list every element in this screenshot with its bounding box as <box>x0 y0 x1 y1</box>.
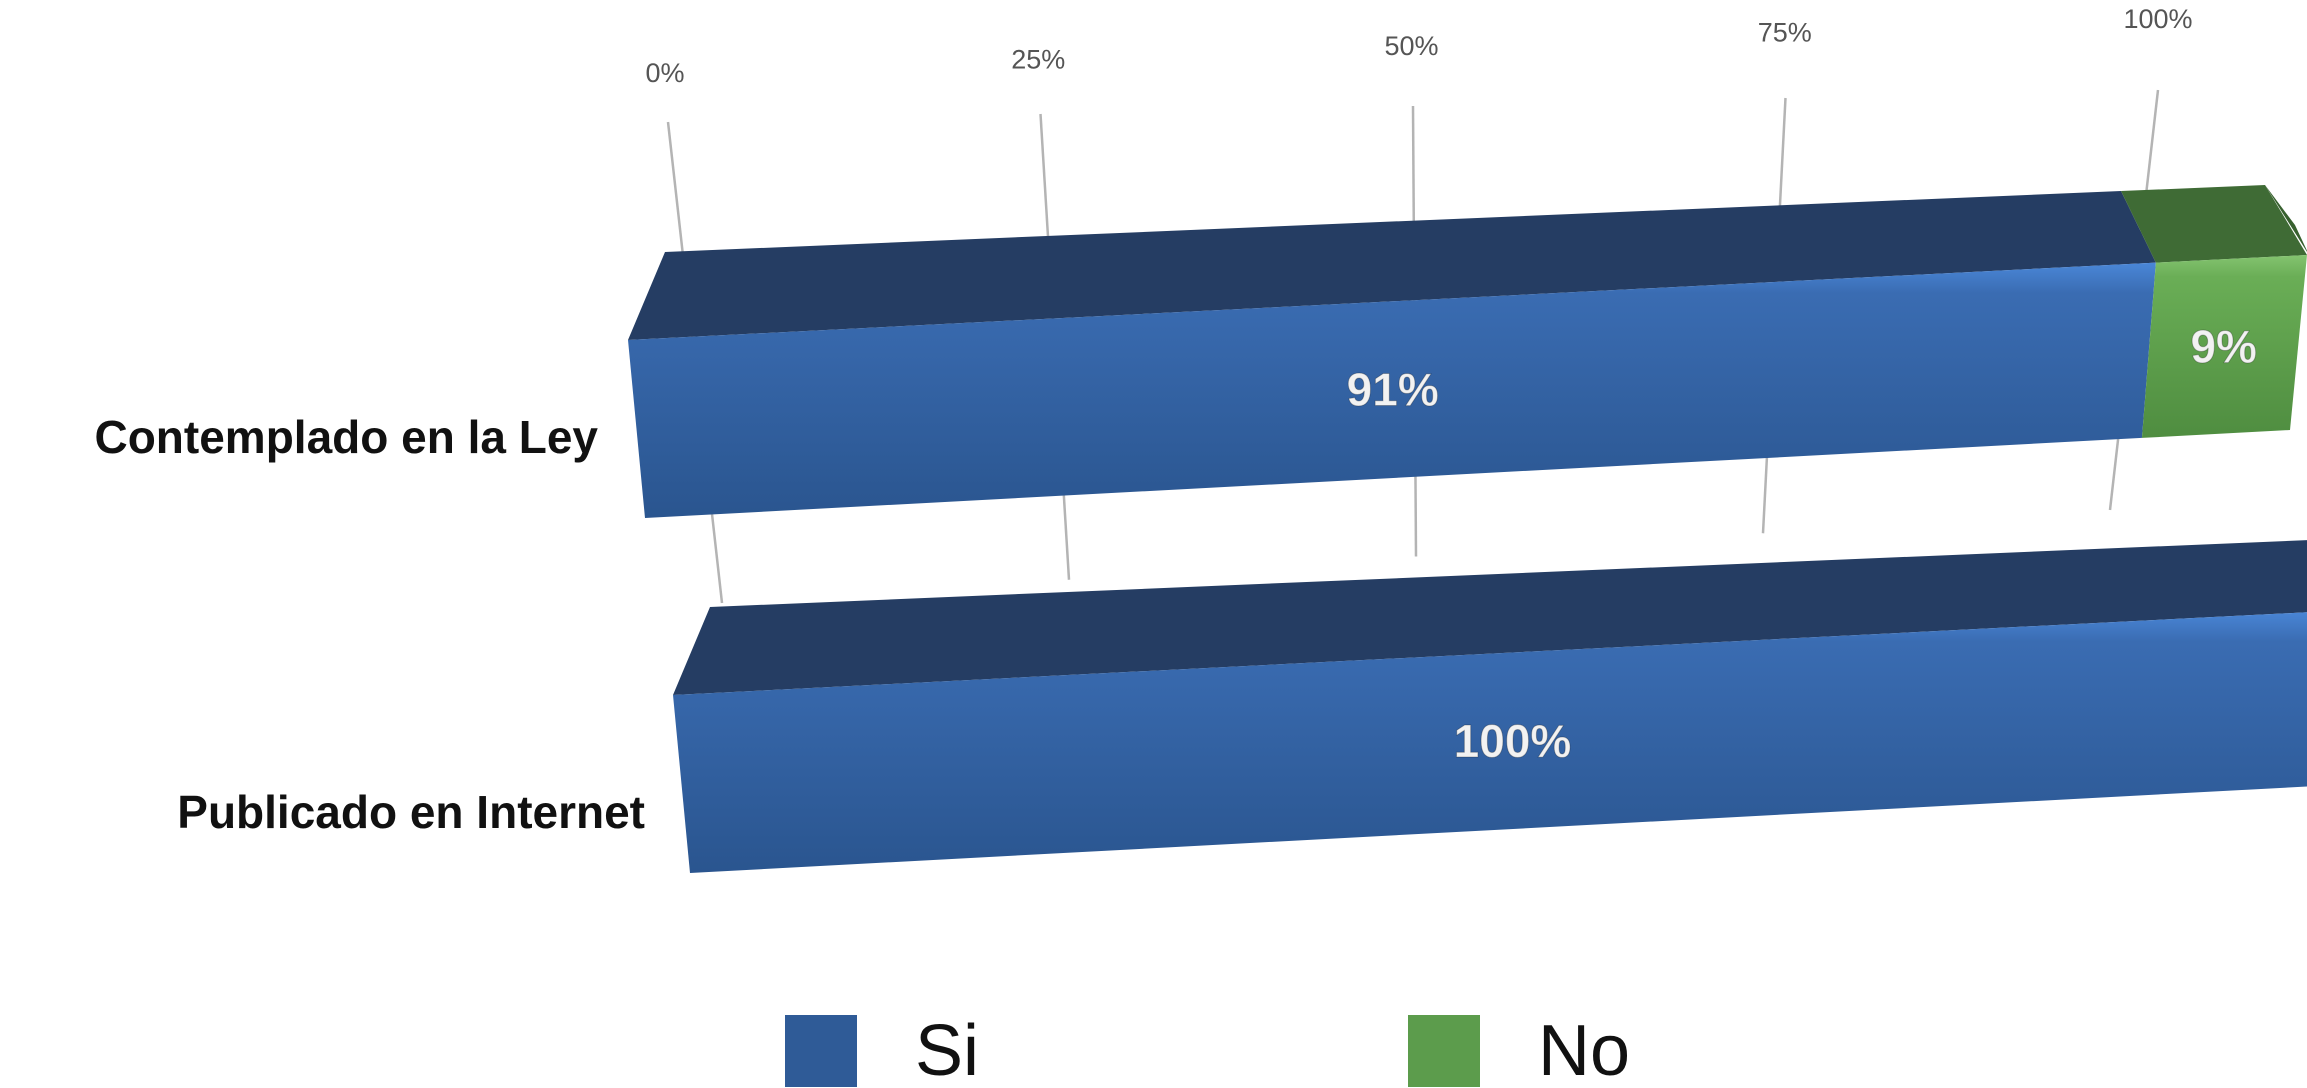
legend-label: Si <box>915 1011 979 1088</box>
bar-top-face <box>2121 185 2307 263</box>
bars: 91% 9% 100% <box>628 185 2307 873</box>
x-tick-label: 75% <box>1758 18 1812 48</box>
bar-top-face <box>628 191 2156 340</box>
legend: Si No <box>785 1011 1630 1088</box>
legend-label: No <box>1538 1011 1630 1088</box>
bar-segment <box>673 612 2307 873</box>
x-axis-ticks: 0% 25% 50% 75% 100% <box>645 4 2192 88</box>
x-tick-label: 0% <box>645 58 684 88</box>
category-label: Publicado en Internet <box>177 786 645 838</box>
category-labels: Contemplado en la Ley Publicado en Intern… <box>94 411 645 838</box>
bar-segment <box>628 262 2156 518</box>
data-label: 100% <box>1454 715 1572 767</box>
x-tick-label: 100% <box>2123 4 2192 34</box>
bar-end-cap <box>2265 185 2307 252</box>
bar-segment <box>2141 255 2307 438</box>
category-label: Contemplado en la Ley <box>94 411 598 463</box>
x-tick-label: 25% <box>1011 45 1065 75</box>
legend-swatch <box>785 1015 857 1087</box>
x-tick-label: 50% <box>1384 31 1438 61</box>
bar-top-face <box>673 540 2307 695</box>
data-label: 9% <box>2190 320 2256 372</box>
data-label: 91% <box>1347 364 1439 416</box>
legend-swatch <box>1408 1015 1480 1087</box>
